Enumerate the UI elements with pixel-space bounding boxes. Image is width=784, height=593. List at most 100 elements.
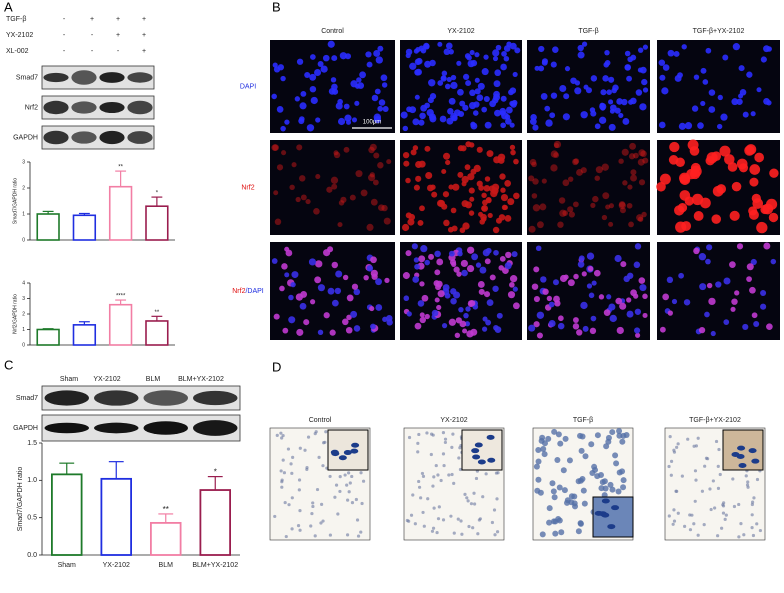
cell: [699, 283, 707, 291]
tissue: [441, 452, 446, 456]
cell: [614, 254, 622, 263]
cell: [474, 52, 480, 58]
cell: [499, 173, 506, 180]
significance-label: *: [156, 191, 159, 197]
nucleus: [748, 448, 757, 454]
cell: [382, 106, 389, 113]
cell: [640, 150, 647, 158]
cell: [583, 84, 589, 90]
cell: [462, 328, 468, 334]
tissue: [356, 534, 361, 538]
cell: [639, 66, 647, 74]
nucleus: [474, 442, 483, 448]
cell: [313, 208, 320, 215]
tissue: [345, 483, 349, 487]
tissue: [343, 473, 347, 477]
cell: [437, 290, 445, 298]
cell: [608, 303, 616, 311]
tissue: [493, 533, 497, 537]
cell: [720, 113, 728, 121]
cell: [719, 145, 731, 157]
cell: [410, 149, 417, 156]
tissue: [672, 448, 676, 452]
cell: [461, 269, 468, 277]
cell: [749, 177, 759, 187]
cell: [420, 104, 428, 112]
tissue: [716, 534, 720, 538]
cell: [563, 93, 570, 100]
tissue: [336, 512, 340, 516]
cell: [710, 330, 716, 337]
cell: [373, 152, 380, 159]
cell: [419, 312, 425, 318]
y-axis-label: Nrf2/GAPDH ratio: [12, 294, 18, 334]
tissue: [290, 496, 294, 500]
tissue: [535, 458, 542, 465]
cell: [345, 326, 353, 334]
nucleus: [736, 453, 745, 459]
tissue: [456, 517, 460, 521]
cell: [536, 311, 545, 319]
cell: [540, 93, 548, 100]
cell: [498, 265, 504, 271]
tissue: [588, 441, 595, 448]
cell: [351, 117, 358, 123]
cell: [414, 58, 422, 66]
cell: [337, 117, 346, 126]
cell: [552, 279, 559, 286]
cell: [375, 56, 383, 64]
cell: [513, 192, 520, 200]
cell: [608, 99, 614, 105]
cell: [431, 309, 439, 317]
cell: [477, 281, 485, 288]
tissue: [688, 513, 692, 517]
cell: [476, 94, 484, 102]
cell: [630, 169, 637, 176]
cell: [573, 158, 580, 165]
cell: [372, 179, 379, 186]
column-label: TGF-β: [573, 417, 593, 424]
tissue: [755, 477, 760, 482]
cell: [469, 142, 475, 148]
cell: [273, 66, 281, 73]
tissue: [620, 432, 627, 439]
cell: [327, 246, 334, 253]
cell: [383, 217, 391, 225]
tissue: [346, 498, 350, 502]
cell: [618, 202, 626, 210]
cell: [414, 69, 421, 76]
cell: [490, 189, 498, 198]
cell: [452, 183, 460, 191]
cell: [280, 75, 286, 82]
tissue: [474, 476, 479, 481]
tissue: [298, 446, 302, 450]
cell: [503, 55, 510, 62]
cell: [723, 277, 731, 285]
cell: [729, 210, 740, 221]
tissue: [721, 511, 726, 515]
cell: [731, 98, 739, 106]
cell: [309, 85, 317, 93]
cell: [373, 113, 382, 121]
cell: [414, 263, 420, 270]
tissue: [722, 501, 726, 505]
cell: [486, 299, 494, 307]
cell: [359, 71, 366, 79]
cell: [567, 206, 574, 213]
cell: [678, 122, 686, 130]
cell: [581, 271, 587, 277]
cell: [317, 329, 324, 336]
cell: [538, 65, 545, 72]
tissue: [556, 484, 563, 491]
cell: [481, 204, 489, 212]
nucleus: [351, 442, 360, 448]
tissue: [602, 485, 609, 492]
tissue: [598, 471, 605, 478]
cell: [634, 243, 642, 250]
cell: [529, 118, 537, 125]
tissue: [577, 520, 584, 527]
tissue: [280, 480, 284, 484]
cell: [504, 214, 512, 222]
cell: [463, 312, 469, 319]
column-label: BLM+YX-2102: [178, 376, 224, 383]
